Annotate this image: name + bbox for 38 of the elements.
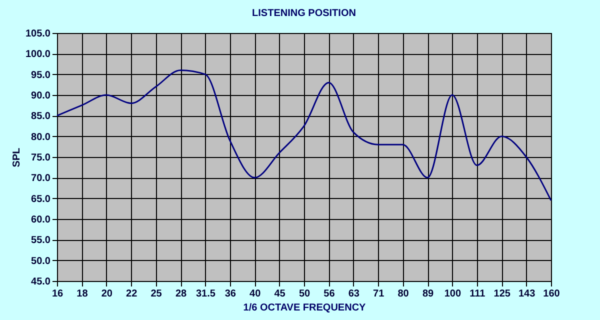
line-series [56,69,552,202]
x-tick-label: 100 [444,288,462,300]
x-tick-label: 16 [52,288,64,300]
y-tick-label: 75.0 [31,152,51,164]
y-tick-label: 90.0 [31,90,51,102]
x-tick-label: 36 [224,288,236,300]
x-tick-label: 111 [470,288,486,300]
x-tick-label: 25 [150,288,162,300]
x-tick-label: 80 [398,288,410,300]
x-tick-label: 22 [126,288,138,300]
y-tick-label: 55.0 [31,235,51,246]
y-tick-label: 45.0 [31,276,51,288]
x-tick-label: 89 [422,288,434,300]
y-tick-label: 65.0 [31,194,51,205]
y-tick-label: 105.0 [25,28,51,40]
y-tick-label: 70.0 [31,173,51,184]
y-tick-label: 50.0 [31,256,51,267]
y-axis-title: SPL [11,148,22,168]
x-axis-title: 1/6 OCTAVE FREQUENCY [243,302,366,314]
y-tick-label: 95.0 [31,70,51,81]
x-tick-label: 143 [518,288,536,300]
y-tick-label: 100.0 [25,49,51,60]
x-tick-label: 56 [324,288,336,300]
y-tick-label: 85.0 [31,111,51,122]
x-tick-label: 63 [348,288,360,300]
x-tick-label: 45 [274,288,286,300]
x-tick-label: 28 [175,288,187,300]
x-tick-label: 18 [76,288,88,300]
y-tick-label: 80.0 [31,132,51,143]
x-tick-label: 31.5 [196,288,216,300]
chart-title: LISTENING POSITION [252,8,356,19]
x-tick-label: 160 [543,288,560,300]
x-tick-label: 50 [298,288,310,300]
x-tick-label: 20 [101,288,113,300]
y-tick-label: 60.0 [31,214,51,226]
x-tick-label: 40 [250,288,262,300]
x-tick-label: 71 [373,288,385,300]
x-tick-label: 125 [494,288,511,300]
